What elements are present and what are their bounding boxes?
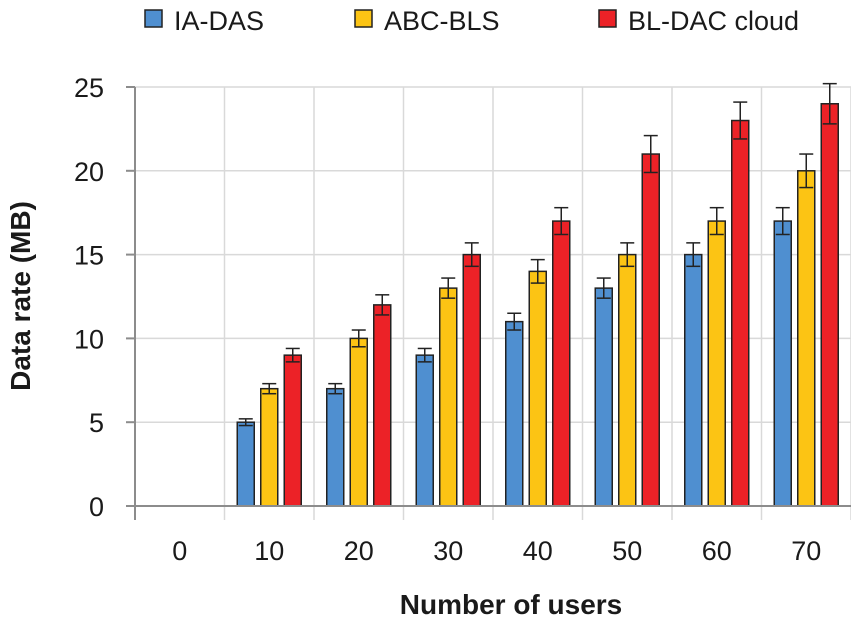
bar-ia-das xyxy=(684,253,703,507)
legend-swatch xyxy=(598,9,617,28)
bar-ia-das xyxy=(326,387,345,507)
x-tick-label: 60 xyxy=(702,536,732,566)
x-tick-label: 20 xyxy=(344,536,374,566)
y-tick-label: 25 xyxy=(74,73,104,103)
bar-abc-bls xyxy=(439,287,458,507)
axes: 0 5 10 15 20 25 0 10 20 30 40 50 60 70 xyxy=(74,73,851,566)
y-tick-label: 20 xyxy=(74,157,104,187)
legend-label: BL-DAC cloud xyxy=(628,6,799,36)
y-tick-label: 0 xyxy=(89,492,104,522)
bar-bl-dac-cloud xyxy=(462,253,481,507)
legend-swatch xyxy=(144,9,163,28)
bar-abc-bls xyxy=(260,387,279,507)
bar-ia-das xyxy=(236,421,255,507)
legend-swatch xyxy=(354,9,373,28)
bar-abc-bls xyxy=(618,253,637,507)
legend-label: IA-DAS xyxy=(174,6,264,36)
bar-bl-dac-cloud xyxy=(820,103,839,507)
x-tick-label: 30 xyxy=(433,536,463,566)
bars xyxy=(236,82,839,507)
legend-label: ABC-BLS xyxy=(384,6,500,36)
y-tick-label: 15 xyxy=(74,241,104,271)
bar-bl-dac-cloud xyxy=(731,119,750,507)
bar-ia-das xyxy=(773,220,792,507)
y-tick-label: 10 xyxy=(74,324,104,354)
x-tick-label: 10 xyxy=(254,536,284,566)
bar-bl-dac-cloud xyxy=(373,304,392,507)
y-axis-title: Data rate (MB) xyxy=(5,201,36,391)
bar-abc-bls xyxy=(528,270,547,507)
bar-ia-das xyxy=(594,287,613,507)
x-tick-label: 50 xyxy=(612,536,642,566)
x-tick-label: 70 xyxy=(791,536,821,566)
bar-bl-dac-cloud xyxy=(283,354,302,507)
bar-abc-bls xyxy=(797,170,816,507)
bar-bl-dac-cloud xyxy=(641,153,660,507)
bar-bl-dac-cloud xyxy=(552,220,571,507)
bar-ia-das xyxy=(415,354,434,507)
legend: IA-DAS ABC-BLS BL-DAC cloud xyxy=(144,6,799,36)
x-tick-label: 40 xyxy=(523,536,553,566)
bar-abc-bls xyxy=(707,220,726,507)
x-tick-label: 0 xyxy=(172,536,187,566)
bar-ia-das xyxy=(505,320,524,507)
y-tick-label: 5 xyxy=(89,408,104,438)
bar-abc-bls xyxy=(349,337,368,507)
x-axis-title: Number of users xyxy=(400,589,623,620)
